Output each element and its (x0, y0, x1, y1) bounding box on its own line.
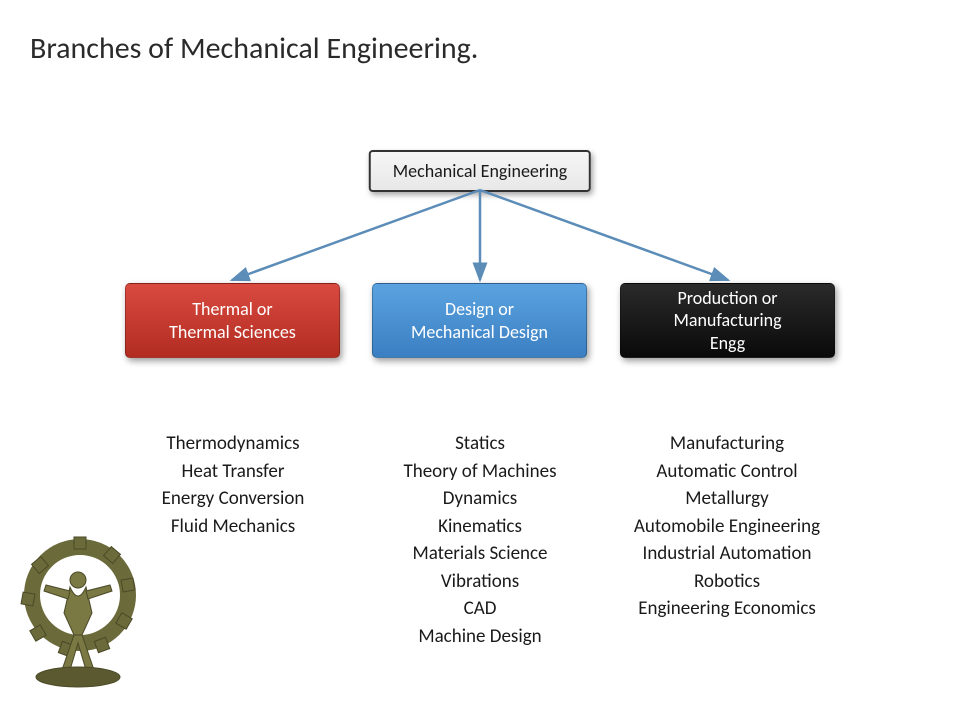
branch-thermal: Thermal orThermal Sciences (125, 283, 340, 358)
topic-item: Kinematics (365, 513, 595, 541)
topic-item: Industrial Automation (612, 540, 842, 568)
topic-item: Energy Conversion (118, 485, 348, 513)
topics-design: StaticsTheory of MachinesDynamicsKinemat… (365, 430, 595, 650)
topic-item: Thermodynamics (118, 430, 348, 458)
topics-production: ManufacturingAutomatic ControlMetallurgy… (612, 430, 842, 623)
root-node: Mechanical Engineering (369, 150, 591, 192)
topic-item: Automobile Engineering (612, 513, 842, 541)
topic-item: Vibrations (365, 568, 595, 596)
topic-item: Engineering Economics (612, 595, 842, 623)
gear-statue-icon (10, 535, 140, 690)
topic-item: Dynamics (365, 485, 595, 513)
arrow-left (232, 190, 480, 280)
arrow-right (480, 190, 728, 280)
branch-label: Thermal orThermal Sciences (169, 298, 296, 343)
topic-item: Automatic Control (612, 458, 842, 486)
topic-item: Heat Transfer (118, 458, 348, 486)
page-title: Branches of Mechanical Engineering. (30, 30, 478, 67)
topic-item: Materials Science (365, 540, 595, 568)
topics-thermal: ThermodynamicsHeat TransferEnergy Conver… (118, 430, 348, 540)
topic-item: Metallurgy (612, 485, 842, 513)
branch-label: Production orManufacturingEngg (673, 287, 781, 355)
topic-item: Robotics (612, 568, 842, 596)
topic-item: Theory of Machines (365, 458, 595, 486)
topic-item: Statics (365, 430, 595, 458)
topic-item: Fluid Mechanics (118, 513, 348, 541)
branch-label: Design orMechanical Design (411, 298, 548, 343)
branch-design: Design orMechanical Design (372, 283, 587, 358)
topic-item: Manufacturing (612, 430, 842, 458)
branch-production: Production orManufacturingEngg (620, 283, 835, 358)
topic-item: CAD (365, 595, 595, 623)
topic-item: Machine Design (365, 623, 595, 651)
